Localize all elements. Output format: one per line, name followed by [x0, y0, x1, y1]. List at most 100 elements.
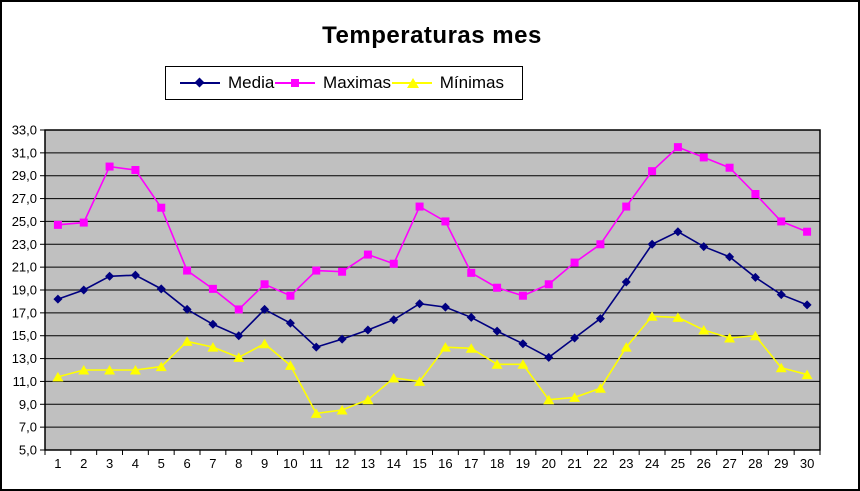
y-axis-label: 7,0	[19, 420, 37, 435]
series-line-media	[57, 230, 808, 359]
marker-diamond	[750, 272, 760, 282]
marker-diamond	[440, 302, 450, 312]
marker-diamond	[105, 271, 115, 281]
y-axis-label: 29,0	[12, 168, 37, 183]
y-axis-label: 13,0	[12, 351, 37, 366]
marker-triangle	[414, 376, 426, 386]
marker-square	[725, 163, 734, 172]
marker-triangle	[129, 365, 141, 375]
marker-diamond	[673, 227, 683, 237]
marker-triangle	[594, 383, 606, 393]
x-axis-label: 16	[438, 456, 452, 471]
x-axis-label: 25	[671, 456, 685, 471]
y-axis-label: 25,0	[12, 214, 37, 229]
marker-square	[131, 166, 140, 174]
marker-triangle	[388, 373, 400, 383]
x-axis-label: 7	[209, 456, 216, 471]
x-axis-label: 24	[645, 456, 659, 471]
y-axis-label: 31,0	[12, 145, 37, 160]
marker-square	[493, 283, 502, 292]
x-axis-label: 18	[490, 456, 504, 471]
plot-border	[44, 129, 821, 451]
marker-diamond	[725, 252, 735, 262]
marker-square	[79, 218, 88, 227]
x-axis-label: 29	[774, 456, 788, 471]
marker-triangle	[620, 342, 632, 352]
marker-diamond	[595, 314, 605, 324]
marker-triangle	[104, 365, 116, 375]
marker-diamond	[621, 277, 631, 287]
marker-square	[699, 153, 708, 162]
legend-item-media: Media	[180, 73, 274, 93]
marker-square	[570, 258, 579, 267]
marker-diamond	[234, 331, 244, 341]
y-axis-label: 9,0	[19, 397, 37, 412]
marker-diamond	[156, 284, 166, 294]
marker-diamond	[415, 299, 425, 309]
marker-square	[208, 284, 217, 293]
x-axis-label: 13	[361, 456, 375, 471]
marker-square	[673, 143, 682, 152]
x-axis-label: 17	[464, 456, 478, 471]
x-axis-label: 8	[235, 456, 242, 471]
x-axis-label: 5	[158, 456, 165, 471]
marker-square	[105, 162, 114, 171]
marker-diamond	[363, 325, 373, 335]
marker-triangle	[543, 394, 555, 405]
marker-diamond	[492, 326, 502, 336]
marker-triangle	[233, 352, 245, 362]
x-axis-label: 6	[183, 456, 190, 471]
marker-square	[286, 291, 295, 300]
marker-square	[415, 202, 424, 211]
marker-triangle	[749, 330, 761, 341]
marker-diamond	[389, 315, 399, 325]
x-axis-label: 3	[106, 456, 113, 471]
x-axis-label: 10	[283, 456, 297, 471]
maximas-line-square-icon	[275, 77, 316, 89]
marker-diamond	[776, 290, 786, 300]
marker-triangle	[672, 312, 684, 322]
marker-square	[518, 291, 527, 300]
marker-triangle	[491, 359, 503, 369]
marker-diamond	[647, 239, 657, 249]
marker-diamond	[53, 294, 63, 304]
marker-square	[441, 217, 450, 226]
legend-item-minimas: Mínimas	[391, 73, 504, 93]
marker-diamond	[182, 304, 192, 314]
x-axis-label: 26	[697, 456, 711, 471]
series-line-maximas	[57, 146, 808, 311]
x-axis-label: 23	[619, 456, 633, 471]
marker-diamond	[466, 312, 476, 322]
minimas-line-triangle-icon	[391, 77, 432, 89]
marker-triangle	[646, 311, 658, 321]
marker-square	[467, 268, 476, 277]
marker-diamond	[570, 333, 580, 343]
marker-triangle	[569, 392, 581, 402]
marker-triangle	[724, 333, 736, 343]
marker-square	[234, 305, 243, 314]
x-axis-label: 21	[567, 456, 581, 471]
marker-square	[622, 202, 631, 211]
marker-square	[751, 190, 760, 198]
x-axis-label: 30	[800, 456, 814, 471]
marker-triangle	[181, 336, 193, 346]
marker-square	[596, 240, 605, 249]
marker-diamond	[337, 334, 347, 344]
marker-triangle	[517, 359, 529, 369]
marker-square	[777, 217, 786, 226]
marker-square	[389, 259, 398, 268]
x-axis-label: 14	[387, 456, 401, 471]
marker-diamond	[802, 300, 812, 310]
y-axis-label: 17,0	[12, 305, 37, 320]
marker-diamond	[79, 285, 89, 295]
legend-item-maximas: Maximas	[275, 73, 391, 93]
x-axis-label: 12	[335, 456, 349, 471]
marker-square	[157, 203, 166, 212]
y-axis-label: 23,0	[12, 237, 37, 252]
x-axis-label: 15	[412, 456, 426, 471]
legend-label-maximas: Maximas	[323, 73, 392, 92]
marker-triangle	[439, 342, 451, 352]
marker-square	[183, 266, 192, 275]
marker-triangle	[155, 361, 167, 372]
